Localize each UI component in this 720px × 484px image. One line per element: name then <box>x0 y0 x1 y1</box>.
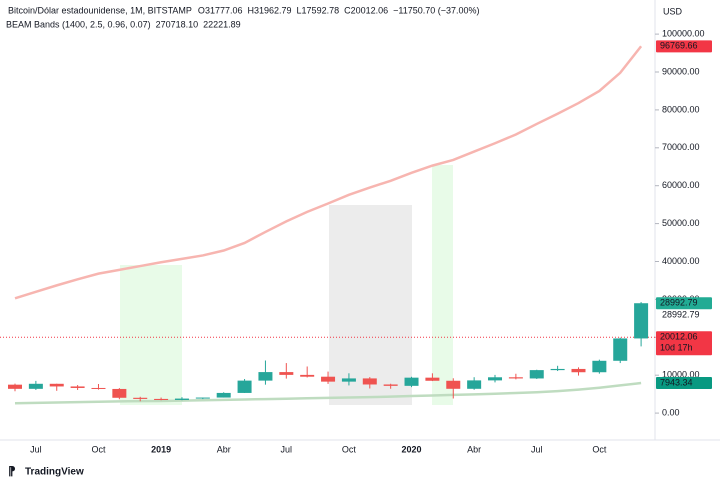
close-label: 28992.79 <box>662 310 700 320</box>
y-tick-label: 60000.00 <box>662 180 700 190</box>
x-tick-label: Jul <box>30 444 42 454</box>
y-tick-label: 70000.00 <box>662 142 700 152</box>
candle-body <box>383 384 398 386</box>
candle-body <box>216 392 231 398</box>
candle-body <box>8 384 22 389</box>
candle-body <box>467 380 482 389</box>
candle-body <box>425 377 440 381</box>
candle-body <box>508 377 523 379</box>
symbol: Bitcoin/Dólar estadounidense, 1M, BITSTA… <box>8 5 192 15</box>
currency: USD <box>663 6 683 16</box>
ohlc-value: 31777.06 <box>205 5 243 15</box>
ohlc-key: H <box>247 5 254 15</box>
last-price-marker <box>656 331 712 356</box>
price-marker-label: 7943.34 <box>660 377 693 387</box>
last-price-label: 20012.06 <box>660 332 698 342</box>
ohlc-key: L <box>297 5 302 15</box>
x-tick-label: Oct <box>592 444 607 454</box>
candle-body <box>613 338 628 361</box>
candle-body <box>112 388 127 398</box>
y-tick-label: 100000.00 <box>662 28 705 38</box>
x-tick-label: Jul <box>281 444 293 454</box>
band-line <box>14 45 643 300</box>
candle-body <box>28 383 43 389</box>
y-tick-label: 50000.00 <box>662 218 700 228</box>
y-tick-label: 90000.00 <box>662 66 700 76</box>
brand: TradingView <box>25 467 84 478</box>
candle-body <box>341 378 356 382</box>
candle-body <box>550 368 565 371</box>
x-tick-label: Abr <box>467 444 481 454</box>
band-line <box>14 381 642 405</box>
candle-body <box>174 398 189 400</box>
ohlc-value: 20012.06 <box>351 5 389 15</box>
candle-body <box>70 386 85 388</box>
x-tick-label: Jul <box>531 444 543 454</box>
candle-body <box>279 372 294 375</box>
candle-body <box>49 383 64 387</box>
change: −11750.70 (−37.00%) <box>393 5 479 15</box>
candle-body <box>300 374 315 377</box>
candle-body <box>571 368 586 373</box>
signal-zone <box>120 265 182 405</box>
candle-body <box>446 380 461 389</box>
y-tick-label: 0.00 <box>662 407 680 417</box>
candle-body <box>237 380 252 393</box>
ohlc-key: C <box>344 5 351 15</box>
brand-logo: ⁋ <box>8 464 16 478</box>
price-marker <box>656 297 712 310</box>
candle-body <box>592 360 607 373</box>
candle-body <box>133 397 148 399</box>
signal-zone <box>432 165 453 405</box>
price-marker <box>656 40 712 53</box>
indicator: BEAM Bands (1400, 2.5, 0.96, 0.07) <box>6 19 151 29</box>
x-tick-label: Oct <box>342 444 357 454</box>
x-tick-label: Abr <box>217 444 231 454</box>
x-tick-label: 2020 <box>402 444 422 454</box>
indicator-value: 270718.10 <box>156 19 199 29</box>
price-marker <box>656 376 712 389</box>
countdown: 10d 17h <box>660 343 693 353</box>
ohlc-value: 17592.78 <box>302 5 340 15</box>
candle-body <box>258 372 273 381</box>
indicator-value: 22221.89 <box>203 19 241 29</box>
candle-body <box>154 398 169 400</box>
signal-zone <box>329 205 412 405</box>
x-tick-label: Oct <box>91 444 106 454</box>
candle-body <box>529 370 544 379</box>
y-tick-label: 80000.00 <box>662 104 700 114</box>
price-marker-label: 96769.66 <box>660 41 698 51</box>
candle-body <box>362 378 377 385</box>
candle-body <box>195 397 210 399</box>
candle-body <box>488 377 503 381</box>
y-tick-label: 10000.00 <box>662 370 700 380</box>
x-tick-label: 2019 <box>151 444 171 454</box>
ohlc-key: O <box>198 5 205 15</box>
candle-body <box>91 387 106 389</box>
candle-body <box>634 303 649 339</box>
candle-body <box>404 377 419 386</box>
candle-body <box>321 376 336 382</box>
ohlc-value: 31962.79 <box>254 5 292 15</box>
price-marker-label: 28992.79 <box>660 298 698 308</box>
y-tick-label: 40000.00 <box>662 256 700 266</box>
